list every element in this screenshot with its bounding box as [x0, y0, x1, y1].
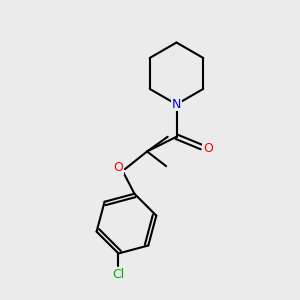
Text: Cl: Cl [112, 268, 124, 281]
Text: O: O [114, 161, 123, 174]
Text: N: N [172, 98, 181, 111]
Text: O: O [203, 142, 213, 155]
